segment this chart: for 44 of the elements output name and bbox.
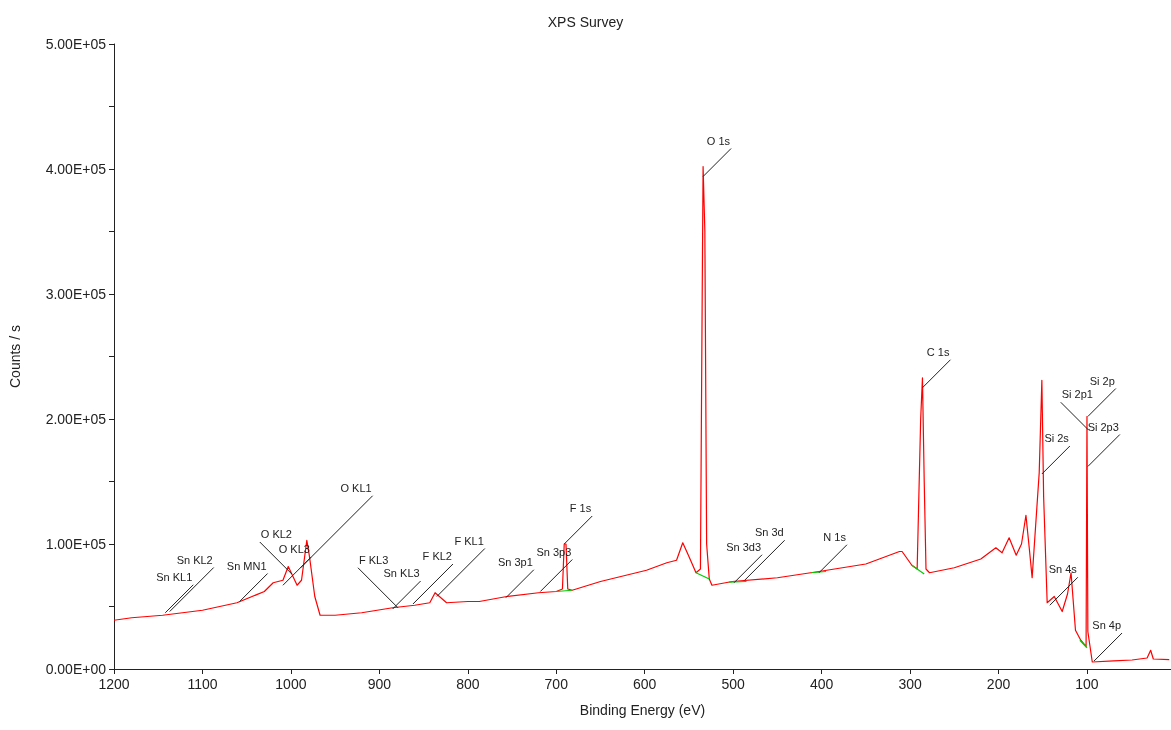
annotation: Si 2p (1089, 374, 1115, 387)
y-tick-label: 0.00E+00 (45, 661, 107, 677)
x-tick-label: 1100 (187, 676, 218, 692)
annotation: N 1s (823, 530, 847, 543)
annotation: C 1s (926, 345, 950, 358)
y-tick-label: 1.00E+05 (45, 536, 107, 552)
annotation: Sn KL3 (383, 567, 420, 579)
x-tick-label: 400 (809, 676, 834, 692)
annotation: Si 2p3 (1087, 420, 1119, 433)
x-tick-label: 500 (721, 676, 746, 692)
x-tick-label: 1000 (275, 676, 307, 692)
y-axis-title: Counts / s (7, 324, 23, 389)
annotation: Sn 3p1 (497, 555, 533, 568)
annotation: Sn KL2 (176, 553, 213, 566)
annotation: Si 2p1 (1061, 388, 1093, 401)
x-tick-label: 200 (986, 676, 1011, 692)
x-tick-label: 600 (633, 676, 657, 692)
y-tick-label: 3.00E+05 (45, 286, 107, 302)
x-tick-label: 900 (367, 676, 392, 692)
y-tick-label: 5.00E+05 (45, 36, 107, 52)
annotation: O KL1 (340, 481, 372, 494)
x-tick-label: 800 (456, 676, 480, 692)
annotation: Sn 3d (754, 526, 784, 539)
annotation: Sn 4p (1092, 619, 1122, 631)
chart-title: XPS Survey (547, 14, 624, 30)
annotation: O 1s (706, 134, 731, 147)
y-tick-label: 4.00E+05 (45, 161, 107, 177)
x-tick-label: 100 (1075, 676, 1099, 692)
annotation: Sn 3d3 (726, 540, 762, 553)
annotation: Si 2s (1044, 432, 1070, 444)
annotation: F KL3 (358, 553, 389, 566)
y-tick-label: 2.00E+05 (45, 411, 107, 427)
x-tick-label: 1200 (98, 676, 130, 692)
x-tick-label: 700 (544, 676, 569, 692)
annotation: F KL2 (422, 550, 452, 562)
annotation: Sn MN1 (226, 559, 267, 572)
annotation: F 1s (569, 502, 592, 514)
annotation: O KL2 (260, 528, 292, 540)
annotation: Sn KL1 (156, 570, 193, 583)
x-tick-label: 300 (898, 676, 922, 692)
annotation: F KL1 (454, 534, 484, 547)
line-series (113, 165, 1170, 663)
x-axis-title: Binding Energy (eV) (579, 702, 706, 718)
annotation: Sn 4s (1048, 563, 1078, 576)
